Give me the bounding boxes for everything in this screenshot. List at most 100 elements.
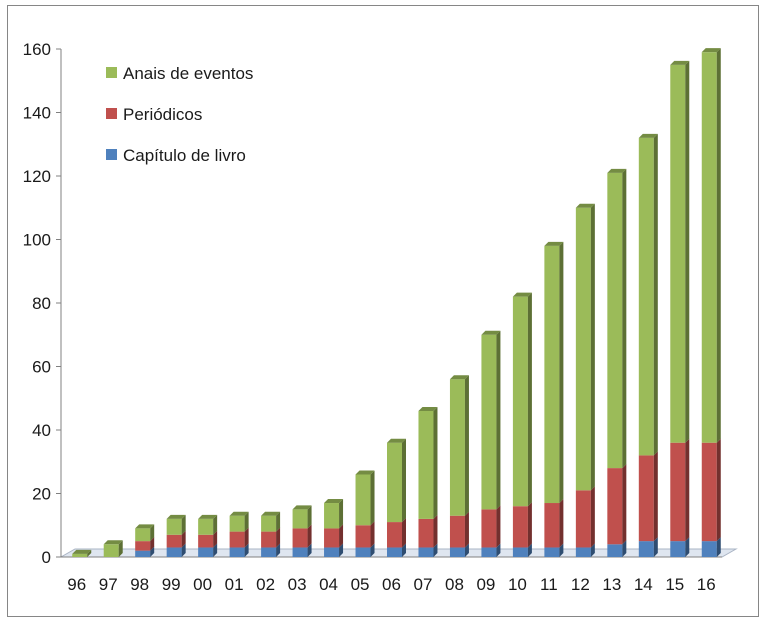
y-tick-label: 80: [32, 294, 51, 313]
y-tick-label: 160: [23, 40, 51, 59]
bar-segment-side: [559, 499, 564, 548]
bar-segment-side: [339, 499, 344, 529]
bar-segment-anais-de-eventos: [512, 296, 528, 507]
bar-segment-side: [307, 524, 312, 548]
bar-segment-cap-tulo-de-livro: [481, 547, 497, 557]
bar-segment-side: [402, 438, 406, 523]
bar-top-face: [72, 549, 92, 554]
bar-segment-peri-dicos: [701, 442, 717, 542]
bar-segment-side: [276, 527, 281, 548]
bar-segment-side: [87, 549, 92, 557]
bar-segment-side: [559, 241, 564, 504]
bar-segment-cap-tulo-de-livro: [324, 547, 340, 557]
bar-segment-side: [653, 451, 658, 542]
bar-segment-side: [433, 543, 438, 557]
legend-entry: Anais de eventos: [123, 64, 253, 83]
bar-segment-side: [590, 203, 595, 491]
bar-segment-anais-de-eventos: [166, 518, 182, 535]
bar-segment-peri-dicos: [166, 534, 182, 548]
bar-top-face: [229, 511, 249, 516]
bar-segment-side: [685, 60, 690, 443]
bar-top-face: [449, 375, 469, 380]
bar-segment-side: [653, 537, 658, 557]
bar-segment-side: [433, 514, 438, 548]
bar-segment-cap-tulo-de-livro: [292, 547, 308, 557]
bar-segment-cap-tulo-de-livro: [638, 541, 654, 557]
bar-top-face: [701, 48, 721, 53]
bar-segment-anais-de-eventos: [103, 544, 119, 557]
bar-segment-side: [622, 464, 627, 545]
legend-swatch: [106, 67, 117, 78]
x-tick-label: 01: [225, 575, 244, 594]
bar-top-face: [670, 60, 690, 65]
bar-segment-side: [496, 330, 501, 510]
bar-segment-cap-tulo-de-livro: [355, 547, 371, 557]
y-tick-label: 0: [42, 548, 51, 567]
bar-segment-side: [559, 543, 564, 557]
bar-segment-side: [244, 543, 249, 557]
bar-segment-cap-tulo-de-livro: [544, 547, 560, 557]
bar-segment-side: [622, 168, 627, 469]
bar-segment-side: [464, 375, 469, 516]
bar-segment-peri-dicos: [512, 506, 528, 548]
bar-segment-peri-dicos: [638, 455, 654, 542]
bar-segment-anais-de-eventos: [449, 379, 465, 516]
y-tick-label: 20: [32, 485, 51, 504]
bar-segment-side: [150, 546, 155, 557]
y-tick-label: 40: [32, 421, 51, 440]
bar-segment-anais-de-eventos: [72, 553, 88, 557]
bar-segment-peri-dicos: [198, 534, 214, 548]
bar-segment-anais-de-eventos: [701, 52, 717, 443]
bar-segment-side: [244, 511, 249, 532]
bar-segment-side: [527, 543, 532, 557]
bar-segment-anais-de-eventos: [607, 172, 623, 469]
bar-segment-side: [370, 543, 375, 557]
bar-top-face: [418, 406, 438, 411]
x-tick-label: 98: [130, 575, 149, 594]
x-tick-label: 12: [571, 575, 590, 594]
x-tick-label: 96: [67, 575, 86, 594]
x-tick-label: 07: [414, 575, 433, 594]
x-tick-label: 10: [508, 575, 527, 594]
bar-top-face: [135, 524, 155, 529]
bar-segment-side: [181, 514, 186, 535]
bar-segment-peri-dicos: [135, 541, 151, 551]
bar-segment-side: [181, 530, 186, 548]
x-tick-label: 97: [99, 575, 118, 594]
bar-segment-side: [213, 543, 218, 557]
bar-segment-side: [213, 514, 218, 535]
bar-segment-anais-de-eventos: [544, 245, 560, 504]
bar-top-face: [355, 470, 375, 475]
bar-top-face: [166, 514, 186, 519]
bar-segment-side: [716, 537, 721, 557]
legend-swatch: [106, 108, 117, 119]
y-tick-label: 60: [32, 358, 51, 377]
x-tick-label: 09: [476, 575, 495, 594]
y-tick-label: 100: [23, 231, 51, 250]
bar-segment-peri-dicos: [418, 518, 434, 548]
bar-segment-side: [496, 543, 501, 557]
bar-segment-side: [590, 543, 595, 557]
bar-segment-side: [716, 438, 721, 542]
x-tick-label: 00: [193, 575, 212, 594]
bar-segment-side: [464, 511, 469, 548]
bar-segment-anais-de-eventos: [324, 503, 340, 529]
bar-segment-peri-dicos: [607, 468, 623, 545]
bar-segment-peri-dicos: [670, 442, 686, 542]
bar-segment-side: [402, 543, 406, 557]
x-tick-label: 03: [288, 575, 307, 594]
legend-entry: Capítulo de livro: [123, 146, 246, 165]
bar-segment-cap-tulo-de-livro: [670, 541, 686, 557]
bar-segment-peri-dicos: [292, 528, 308, 548]
bar-segment-cap-tulo-de-livro: [229, 547, 245, 557]
x-tick-label: 08: [445, 575, 464, 594]
bar-segment-side: [181, 543, 186, 557]
bar-segment-cap-tulo-de-livro: [166, 547, 182, 557]
legend-entry: Periódicos: [123, 105, 202, 124]
bar-segment-anais-de-eventos: [575, 207, 591, 491]
bar-segment-cap-tulo-de-livro: [418, 547, 434, 557]
bar-segment-side: [213, 530, 218, 548]
bar-segment-side: [370, 470, 375, 526]
y-tick-label: 120: [23, 167, 51, 186]
